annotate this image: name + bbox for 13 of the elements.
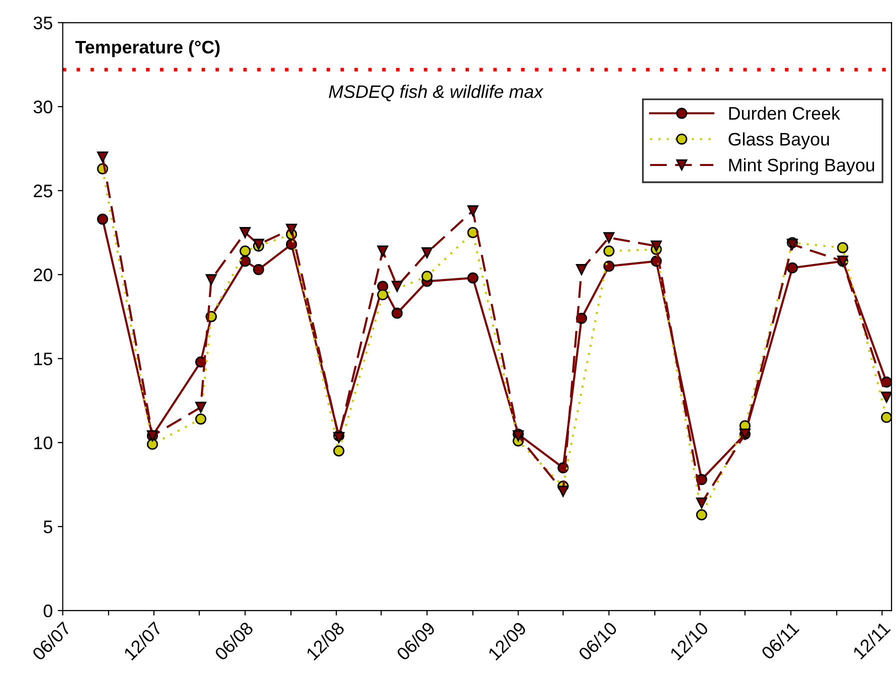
y-tick-label: 20: [34, 268, 52, 282]
y-tick-label: 35: [34, 16, 52, 30]
legend-label: Glass Bayou: [728, 132, 829, 150]
y-tick-label: 10: [34, 436, 52, 450]
legend-label: Durden Creek: [729, 106, 840, 120]
y-tick-label: 25: [34, 184, 52, 198]
y-tick-label: 5: [44, 520, 52, 534]
y-tick-label: 0: [44, 604, 52, 618]
ref-line-label: MSDEQ fish & wildlife max: [328, 84, 544, 102]
y-tick-label: 30: [34, 100, 52, 114]
legend-label: Mint Spring Bayou: [729, 158, 874, 176]
text: Temperature (°C): [75, 40, 220, 58]
y-tick-label: 15: [34, 352, 52, 366]
